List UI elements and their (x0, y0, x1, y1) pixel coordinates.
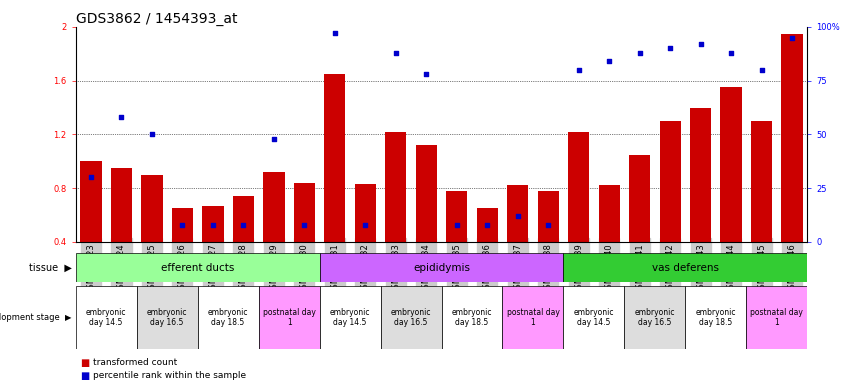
Text: embryonic
day 16.5: embryonic day 16.5 (147, 308, 188, 328)
Point (602, 58, 616, 65)
Point (267, 136, 281, 142)
Point (389, 50, 403, 56)
Bar (563, 286, 624, 349)
Bar (629, 155, 650, 242)
Point (542, 222, 555, 228)
Bar (599, 185, 620, 242)
Point (755, 67, 769, 73)
Text: ■: ■ (80, 371, 89, 381)
Bar (690, 108, 711, 242)
Point (84, 174, 98, 180)
Point (145, 131, 159, 137)
Text: GDS3862 / 1454393_at: GDS3862 / 1454393_at (76, 12, 237, 26)
Text: postnatal day
1: postnatal day 1 (750, 308, 803, 328)
Bar (263, 172, 284, 242)
Text: epididymis: epididymis (413, 263, 470, 273)
Text: postnatal day
1: postnatal day 1 (506, 308, 559, 328)
Point (450, 222, 463, 228)
Bar (141, 175, 162, 242)
Bar (507, 185, 528, 242)
Point (724, 50, 738, 56)
Text: vas deferens: vas deferens (652, 263, 719, 273)
Text: embryonic
day 14.5: embryonic day 14.5 (330, 308, 370, 328)
Bar (324, 74, 346, 242)
Text: embryonic
day 16.5: embryonic day 16.5 (635, 308, 675, 328)
Text: embryonic
day 16.5: embryonic day 16.5 (391, 308, 431, 328)
Bar (80, 161, 102, 242)
Bar (624, 286, 685, 349)
Point (298, 222, 311, 228)
Point (572, 67, 585, 73)
Bar (233, 196, 254, 242)
Bar (385, 132, 406, 242)
Text: efferent ducts: efferent ducts (161, 263, 235, 273)
Bar (502, 286, 563, 349)
Bar (415, 145, 437, 242)
Bar (202, 206, 224, 242)
Text: ■: ■ (80, 358, 89, 368)
Bar (568, 132, 590, 242)
Point (511, 213, 525, 219)
Point (236, 222, 250, 228)
Bar (76, 253, 320, 282)
Bar (659, 121, 681, 242)
Bar (294, 183, 315, 242)
Point (206, 222, 220, 228)
Bar (563, 253, 807, 282)
Bar (172, 209, 193, 242)
Point (694, 41, 707, 47)
Text: embryonic
day 14.5: embryonic day 14.5 (574, 308, 614, 328)
Text: transformed count: transformed count (93, 358, 177, 367)
Point (785, 35, 799, 41)
Bar (751, 121, 772, 242)
Bar (355, 184, 376, 242)
Bar (136, 286, 198, 349)
Bar (259, 286, 320, 349)
Bar (721, 88, 742, 242)
Bar (685, 286, 746, 349)
Point (633, 50, 647, 56)
Text: embryonic
day 18.5: embryonic day 18.5 (452, 308, 492, 328)
Point (480, 222, 494, 228)
Text: postnatal day
1: postnatal day 1 (262, 308, 315, 328)
Point (114, 114, 128, 120)
Bar (111, 168, 132, 242)
Bar (442, 286, 503, 349)
Bar (76, 286, 136, 349)
Point (176, 222, 189, 228)
Bar (446, 191, 468, 242)
Bar (320, 253, 563, 282)
Text: development stage  ▶: development stage ▶ (0, 313, 71, 322)
Text: tissue  ▶: tissue ▶ (29, 263, 71, 273)
Point (328, 30, 341, 36)
Point (420, 71, 433, 77)
Bar (380, 286, 442, 349)
Text: percentile rank within the sample: percentile rank within the sample (93, 371, 246, 380)
Bar (477, 209, 498, 242)
Text: embryonic
day 14.5: embryonic day 14.5 (86, 308, 126, 328)
Bar (320, 286, 380, 349)
Point (664, 45, 677, 51)
Bar (537, 191, 559, 242)
Text: embryonic
day 18.5: embryonic day 18.5 (696, 308, 736, 328)
Bar (747, 286, 807, 349)
Bar (198, 286, 259, 349)
Bar (781, 34, 803, 242)
Text: embryonic
day 18.5: embryonic day 18.5 (208, 308, 248, 328)
Point (358, 222, 372, 228)
